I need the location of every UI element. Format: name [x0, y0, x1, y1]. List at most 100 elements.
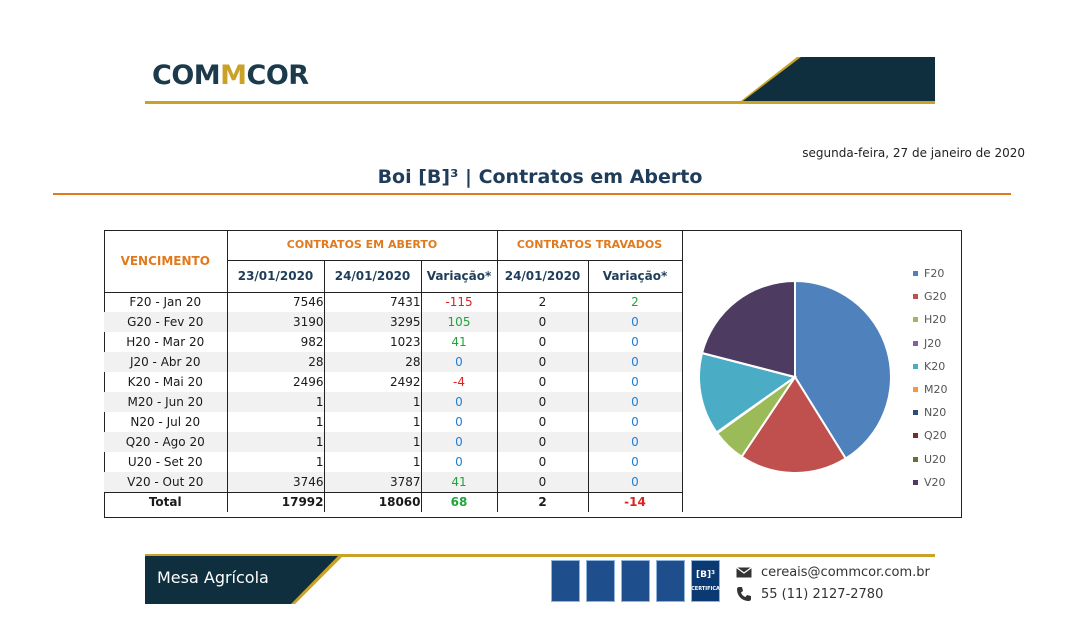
legend-label: K20: [924, 359, 946, 373]
table-row: K20 - Mai 20 2496 2492 -4 0 0: [104, 372, 683, 392]
table-row: M20 - Jun 20 1 1 0 0 0: [104, 392, 683, 412]
legend-swatch: [913, 294, 918, 300]
open-contracts-table: VENCIMENTO CONTRATOS EM ABERTO CONTRATOS…: [104, 230, 683, 512]
legend-swatch: [913, 410, 918, 416]
contact-info: cereais@commcor.com.br 55 (11) 2127-2780: [736, 561, 930, 605]
cell-date1: 1: [227, 452, 325, 472]
header-date-2: 24/01/2020: [324, 260, 422, 293]
legend-label: M20: [924, 383, 948, 397]
cell-date3: 0: [497, 412, 589, 432]
legend-label: N20: [924, 406, 947, 420]
legend-item-m20: M20: [913, 378, 948, 401]
cell-variacao-2: 0: [588, 332, 683, 352]
cell-variacao-1: 0: [421, 452, 498, 472]
b3-badge-mark: [B]³: [695, 570, 716, 580]
pie-slice-g20: [740, 375, 848, 474]
cell-date2: 28: [324, 352, 422, 372]
cell-variacao-1: 0: [421, 432, 498, 452]
header-vencimento: VENCIMENTO: [104, 230, 228, 293]
cell-date2: 3787: [324, 472, 422, 492]
execution-broker-badge: [586, 560, 615, 602]
total-label: Total: [104, 491, 228, 512]
commcor-logo: COMMCOR: [152, 60, 309, 91]
cell-date3: 0: [497, 312, 589, 332]
contact-phone[interactable]: 55 (11) 2127-2780: [761, 586, 884, 602]
chart-legend: F20 G20 H20 J20 K20 M20 N20 Q20 U20 V20: [913, 262, 948, 494]
legend-item-n20: N20: [913, 401, 948, 424]
cell-vencimento: G20 - Fev 20: [104, 312, 228, 332]
table-row: Q20 - Ago 20 1 1 0 0 0: [104, 432, 683, 452]
legend-item-u20: U20: [913, 448, 948, 471]
table-row: N20 - Jul 20 1 1 0 0 0: [104, 412, 683, 432]
cell-vencimento: J20 - Abr 20: [104, 352, 228, 372]
footer-gold-line: [145, 554, 935, 557]
table-row: H20 - Mar 20 982 1023 41 0 0: [104, 332, 683, 352]
footer-navy-band: [145, 554, 345, 604]
legend-label: U20: [924, 452, 947, 466]
table-row: V20 - Out 20 3746 3787 41 0 0: [104, 472, 683, 492]
cell-vencimento: H20 - Mar 20: [104, 332, 228, 352]
cell-date3: 0: [497, 332, 589, 352]
cell-variacao-2: 0: [588, 452, 683, 472]
legend-swatch: [913, 340, 918, 346]
total-variacao-1: 68: [421, 491, 498, 512]
cell-date1: 1: [227, 412, 325, 432]
logo-text-cor: COR: [246, 60, 310, 91]
legend-swatch: [913, 479, 918, 485]
phone-icon: [737, 587, 751, 601]
cell-date1: 3746: [227, 472, 325, 492]
cell-date3: 0: [497, 452, 589, 472]
cell-date3: 2: [497, 292, 589, 312]
total-variacao-2: -14: [588, 491, 683, 512]
agro-broker-badge: [551, 560, 580, 602]
cell-variacao-2: 0: [588, 352, 683, 372]
legend-swatch: [913, 387, 918, 393]
cell-date1: 2496: [227, 372, 325, 392]
b3-badge-caption: CERTIFICA: [691, 586, 720, 592]
retail-broker-badge: [621, 560, 650, 602]
cell-date2: 1: [324, 432, 422, 452]
logo-text-com: COM: [152, 60, 221, 91]
header-contratos-aberto: CONTRATOS EM ABERTO: [227, 230, 498, 261]
total-date3: 2: [497, 491, 589, 512]
legend-item-g20: G20: [913, 285, 948, 308]
table-row: F20 - Jan 20 7546 7431 -115 2 2: [104, 292, 683, 312]
legend-label: H20: [924, 313, 947, 327]
cell-date2: 1: [324, 392, 422, 412]
cell-vencimento: F20 - Jan 20: [104, 292, 228, 312]
table-row: U20 - Set 20 1 1 0 0 0: [104, 452, 683, 472]
legend-item-f20: F20: [913, 262, 948, 285]
cell-date1: 982: [227, 332, 325, 352]
cell-date3: 0: [497, 472, 589, 492]
cell-date2: 2492: [324, 372, 422, 392]
cell-variacao-2: 2: [588, 292, 683, 312]
cell-variacao-1: 0: [421, 352, 498, 372]
cell-variacao-1: 41: [421, 472, 498, 492]
cell-vencimento: V20 - Out 20: [104, 472, 228, 492]
cell-variacao-2: 0: [588, 412, 683, 432]
cell-variacao-1: -115: [421, 292, 498, 312]
header-date-1: 23/01/2020: [227, 260, 325, 293]
legend-swatch: [913, 433, 918, 439]
footer-label: Mesa Agrícola: [157, 568, 269, 587]
cell-date2: 1: [324, 412, 422, 432]
report-date: segunda-feira, 27 de janeiro de 2020: [802, 146, 1025, 160]
legend-label: F20: [924, 267, 945, 281]
contact-email[interactable]: cereais@commcor.com.br: [761, 564, 930, 580]
cell-variacao-2: 0: [588, 392, 683, 412]
legend-item-j20: J20: [913, 332, 948, 355]
logo-mark: M: [220, 60, 247, 91]
header-variacao-1: Variação*: [421, 260, 498, 293]
mail-icon: [736, 566, 752, 577]
cell-vencimento: U20 - Set 20: [104, 452, 228, 472]
cell-vencimento: M20 - Jun 20: [104, 392, 228, 412]
pie-slice-v20: [700, 279, 796, 379]
total-date1: 17992: [227, 491, 325, 512]
cell-variacao-1: 105: [421, 312, 498, 332]
legend-item-k20: K20: [913, 355, 948, 378]
cell-variacao-1: 0: [421, 412, 498, 432]
cell-date1: 3190: [227, 312, 325, 332]
cell-variacao-2: 0: [588, 472, 683, 492]
header-date-3: 24/01/2020: [497, 260, 589, 293]
total-row: Total 17992 18060 68 2 -14: [104, 491, 683, 512]
